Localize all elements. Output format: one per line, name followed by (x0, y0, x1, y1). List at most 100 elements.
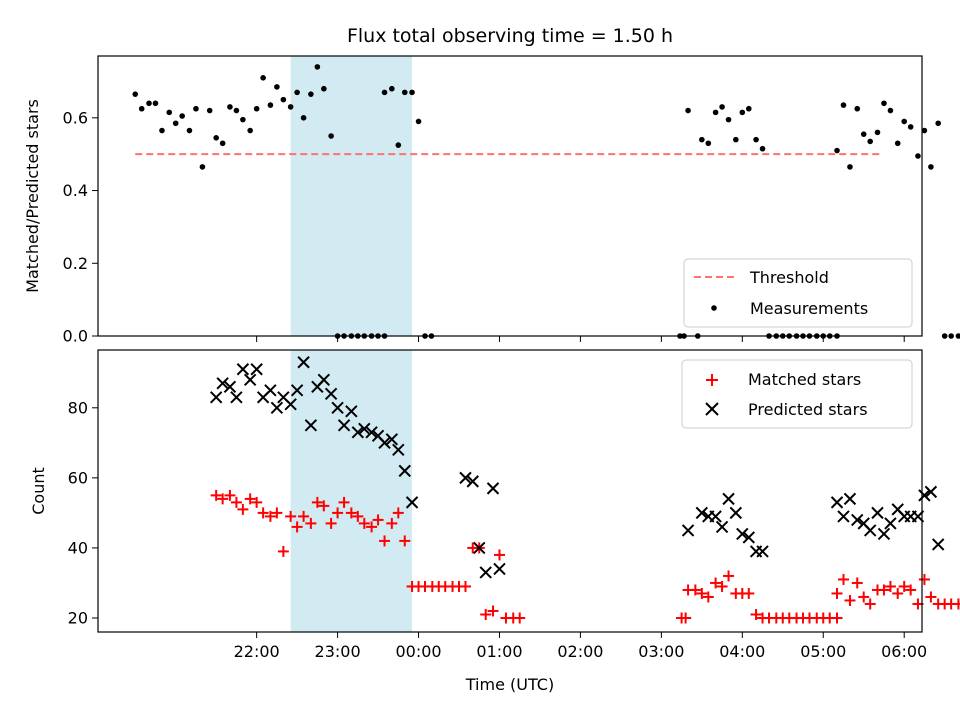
measurement-point (260, 75, 266, 81)
predicted-star-point (378, 436, 391, 450)
predicted-star-point (331, 401, 344, 415)
predicted-star-point (459, 471, 472, 485)
matched-star-point (399, 535, 411, 547)
measurement-point (227, 104, 233, 110)
predicted-star-stroke-b (884, 517, 897, 530)
predicted-star-point (918, 489, 931, 502)
top-legend-box (683, 258, 913, 328)
matched-star-point (372, 514, 384, 526)
measurement-point (395, 142, 402, 148)
predicted-star-stroke-b (851, 513, 864, 527)
predicted-star-point (345, 405, 358, 418)
predicted-star-stroke-b (729, 506, 743, 520)
matched-star-point (514, 612, 526, 624)
predicted-star-point (324, 387, 338, 400)
legend-measurements-swatch (711, 305, 717, 311)
matched-star-point (716, 580, 728, 592)
matched-star-point (352, 510, 364, 522)
matched-star-point (305, 517, 317, 529)
predicted-star-stroke-b (479, 566, 492, 579)
measurement-point (409, 89, 415, 96)
measurement-point (840, 102, 847, 108)
predicted-star-stroke-b (345, 405, 358, 418)
predicted-star-stroke-b (924, 485, 938, 499)
measurement-point (213, 135, 219, 141)
measurement-point (206, 107, 213, 114)
predicted-star-point (304, 419, 318, 432)
measurement-point (887, 107, 894, 114)
measurement-point (172, 120, 179, 127)
predicted-star-stroke-b (250, 363, 263, 376)
measurement-point (935, 120, 941, 127)
matched-star-point (257, 507, 269, 519)
measurement-point (186, 127, 193, 134)
matched-star-point (366, 521, 378, 533)
measurement-point (948, 333, 954, 339)
predicted-star-point (385, 433, 399, 446)
matched-star-point (689, 584, 701, 596)
predicted-star-point (365, 426, 378, 439)
measurement-point (159, 127, 165, 134)
predicted-star-point (250, 363, 263, 376)
matched-star-point (338, 496, 350, 508)
predicted-star-point (681, 524, 695, 537)
measurement-point (199, 164, 206, 170)
matched-star-point (271, 507, 283, 519)
matched-star-point (918, 573, 930, 585)
predicted-star-stroke-b (351, 426, 365, 439)
matched-star-point (291, 521, 303, 533)
top-plot-frame (97, 55, 923, 337)
top-ytick-label: 0.0 (63, 327, 88, 346)
measurement-point (745, 105, 752, 112)
predicted-star-stroke-b (756, 545, 769, 558)
matched-star-point (251, 496, 263, 508)
predicted-star-point (264, 384, 277, 397)
predicted-star-point (405, 496, 419, 509)
measurement-point (881, 100, 887, 107)
predicted-star-point (877, 527, 891, 541)
predicted-star-point (297, 356, 310, 369)
predicted-star-stroke-b (473, 541, 486, 555)
predicted-star-point (715, 520, 729, 534)
matched-star-point (379, 535, 391, 547)
predicted-star-stroke-b (304, 419, 318, 432)
predicted-star-stroke-b (378, 436, 391, 450)
matched-star-point (311, 496, 323, 508)
predicted-star-stroke-b (223, 380, 237, 393)
measurement-point (193, 105, 199, 112)
measurement-point (915, 153, 921, 159)
predicted-star-point (837, 510, 850, 523)
measurement-point (847, 164, 853, 170)
predicted-star-stroke-b (736, 527, 749, 541)
predicted-star-point (830, 496, 844, 509)
measurement-point (725, 116, 732, 123)
measurement-point (166, 109, 173, 116)
predicted-star-stroke-b (290, 384, 304, 397)
predicted-star-stroke-b (209, 391, 223, 404)
measurement-point (381, 89, 388, 96)
matched-star-point (831, 587, 843, 599)
predicted-star-stroke-b (216, 377, 229, 390)
predicted-star-stroke-b (891, 503, 904, 516)
predicted-star-stroke-b (337, 419, 351, 432)
matched-star-point (459, 580, 471, 592)
predicted-star-point (230, 391, 243, 404)
measurement-point (685, 107, 691, 114)
matched-star-point (480, 608, 492, 620)
matched-star-point (217, 493, 229, 505)
predicted-star-point (284, 398, 297, 411)
matched-star-point (285, 510, 297, 522)
predicted-star-point (243, 373, 257, 386)
predicted-star-stroke-b (324, 387, 338, 400)
matched-star-point (844, 594, 856, 606)
bottom-xtick-label: 03:00 (638, 642, 684, 661)
legend-matched-swatch (706, 374, 718, 386)
predicted-star-point (493, 562, 506, 576)
matched-star-point (952, 598, 960, 610)
measurement-point (860, 131, 867, 137)
top-legend: Threshold Measurements (683, 258, 913, 328)
matched-star-point (723, 570, 735, 582)
predicted-star-point (317, 373, 331, 386)
matched-star-point (277, 545, 289, 557)
